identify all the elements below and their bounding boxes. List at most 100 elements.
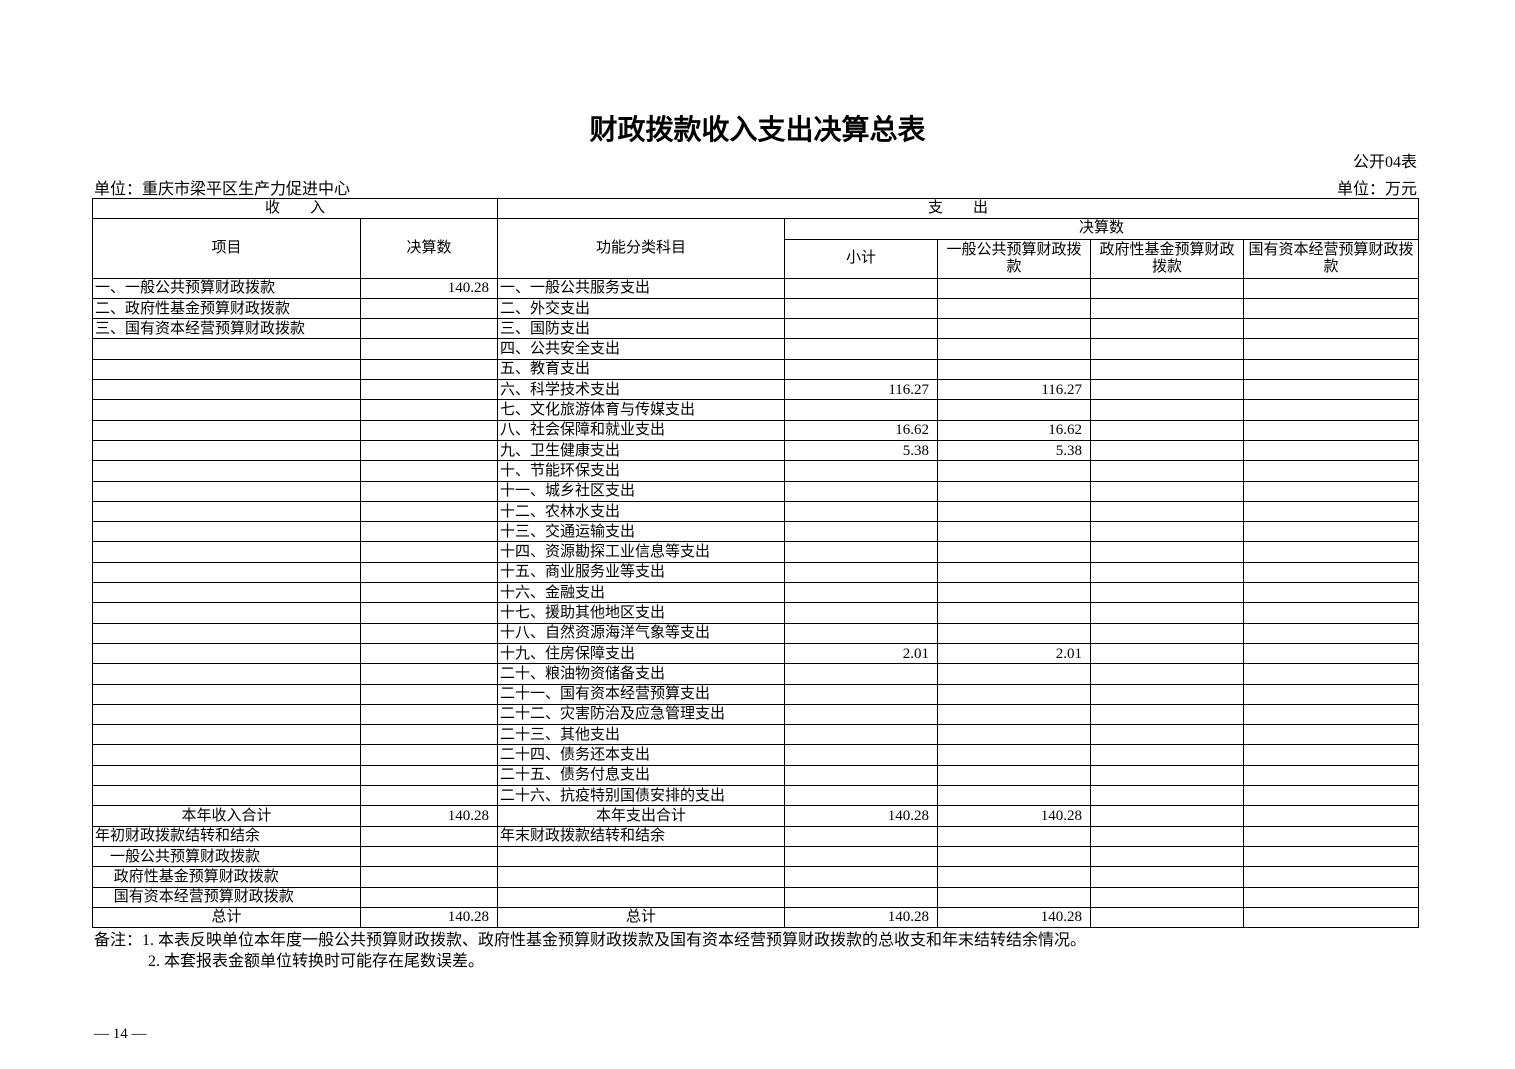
general-budget-cell (937, 744, 1092, 766)
income-item-cell (92, 338, 361, 360)
income-amount-cell (359, 419, 499, 441)
expense-item-cell: 十五、商业服务业等支出 (497, 561, 786, 584)
expense-item-cell: 十八、自然资源海洋气象等支出 (497, 622, 786, 644)
general-budget-cell (937, 825, 1092, 847)
table-row: 十九、住房保障支出 2.01 2.01 (92, 642, 1420, 665)
expense-item-cell: 二十一、国有资本经营预算支出 (497, 683, 786, 705)
general-header: 一般公共预算财政拨款 (937, 238, 1092, 279)
general-budget-cell (937, 845, 1092, 868)
soe-budget-cell (1243, 419, 1420, 441)
table-row: 十八、自然资源海洋气象等支出 (92, 622, 1420, 644)
income-item-cell (92, 622, 361, 644)
soe-budget-cell (1243, 521, 1420, 543)
general-budget-cell (937, 886, 1092, 908)
income-item-cell (92, 358, 361, 381)
general-budget-cell: 140.28 (937, 805, 1092, 827)
fund-budget-cell (1090, 744, 1245, 766)
fund-budget-cell (1090, 886, 1245, 908)
table-row: 国有资本经营预算财政拨款 (92, 886, 1420, 908)
table-row: 十二、农林水支出 (92, 500, 1420, 523)
general-budget-cell (937, 663, 1092, 685)
table-row: 五、教育支出 (92, 358, 1420, 381)
income-item-cell (92, 379, 361, 401)
table-row: 二十四、债务还本支出 (92, 744, 1420, 766)
income-item-cell (92, 724, 361, 746)
general-budget-cell (937, 338, 1092, 360)
expense-item-cell: 二、外交支出 (497, 297, 786, 320)
income-item-cell (92, 439, 361, 462)
income-amount-cell (359, 379, 499, 401)
subtotal-cell (784, 785, 939, 807)
expense-item-cell: 年末财政拨款结转和结余 (497, 825, 786, 847)
income-amount-cell (359, 886, 499, 908)
table-body: 一、一般公共预算财政拨款 140.28 一、一般公共服务支出 二、政府性基金预算财政拨… (92, 277, 1420, 929)
income-item-cell (92, 744, 361, 766)
table-row: 十六、金融支出 (92, 582, 1420, 604)
soe-budget-cell (1243, 642, 1420, 665)
expense-item-cell: 总计 (497, 906, 786, 929)
fund-budget-cell (1090, 805, 1245, 827)
subtotal-cell (784, 602, 939, 624)
general-budget-cell (937, 764, 1092, 787)
table-row: 十三、交通运输支出 (92, 521, 1420, 543)
expense-item-cell: 二十、粮油物资储备支出 (497, 663, 786, 685)
soe-budget-cell (1243, 439, 1420, 462)
table-row: 十七、援助其他地区支出 (92, 602, 1420, 624)
expense-item-cell (497, 866, 786, 888)
income-amount-cell (359, 318, 499, 340)
soe-budget-cell (1243, 500, 1420, 523)
table-row: 二十二、灾害防治及应急管理支出 (92, 703, 1420, 726)
general-budget-cell (937, 399, 1092, 421)
income-item-cell: 国有资本经营预算财政拨款 (92, 886, 361, 908)
table-row: 十五、商业服务业等支出 (92, 561, 1420, 584)
subtotal-cell (784, 886, 939, 908)
income-amount-cell (359, 866, 499, 888)
fund-budget-cell (1090, 399, 1245, 421)
income-item-cell: 三、国有资本经营预算财政拨款 (92, 318, 361, 340)
page-number: — 14 — (94, 1026, 147, 1042)
income-amount-cell (359, 439, 499, 462)
subtotal-cell: 2.01 (784, 642, 939, 665)
soe-budget-cell (1243, 886, 1420, 908)
fund-budget-cell (1090, 297, 1245, 320)
general-budget-cell (937, 582, 1092, 604)
table-row: 政府性基金预算财政拨款 (92, 866, 1420, 888)
subtotal-cell (784, 703, 939, 726)
subtotal-cell (784, 480, 939, 502)
general-budget-cell (937, 866, 1092, 888)
fund-budget-cell (1090, 338, 1245, 360)
soe-budget-cell (1243, 825, 1420, 847)
fund-budget-cell (1090, 318, 1245, 340)
fund-budget-cell (1090, 439, 1245, 462)
table-row: 八、社会保障和就业支出 16.62 16.62 (92, 419, 1420, 441)
income-amount-cell (359, 744, 499, 766)
unit-name: 单位：重庆市梁平区生产力促进中心 (94, 181, 351, 198)
fund-budget-cell (1090, 500, 1245, 523)
income-item-cell (92, 541, 361, 563)
expense-item-cell: 十一、城乡社区支出 (497, 480, 786, 502)
expense-item-cell: 本年支出合计 (497, 805, 786, 827)
expense-item-cell: 三、国防支出 (497, 318, 786, 340)
fund-budget-cell (1090, 541, 1245, 563)
subtotal-cell (784, 683, 939, 705)
income-item-cell (92, 602, 361, 624)
general-budget-cell: 116.27 (937, 379, 1092, 401)
expense-item-cell: 二十三、其他支出 (497, 724, 786, 746)
soe-budget-cell (1243, 663, 1420, 685)
fund-budget-cell (1090, 825, 1245, 847)
income-amount-cell (359, 724, 499, 746)
fund-budget-cell (1090, 358, 1245, 381)
income-header: 收 入 (91, 197, 499, 220)
subtotal-cell (784, 561, 939, 584)
general-budget-cell (937, 622, 1092, 644)
soe-budget-cell (1243, 379, 1420, 401)
subtotal-cell (784, 866, 939, 888)
income-amount-cell (359, 642, 499, 665)
expense-header: 支 出 (497, 197, 1420, 220)
fund-budget-cell (1090, 561, 1245, 584)
soe-budget-cell (1243, 297, 1420, 320)
expense-item-cell (497, 845, 786, 868)
general-budget-cell (937, 318, 1092, 340)
general-budget-cell (937, 500, 1092, 523)
expense-item-cell: 二十二、灾害防治及应急管理支出 (497, 703, 786, 726)
